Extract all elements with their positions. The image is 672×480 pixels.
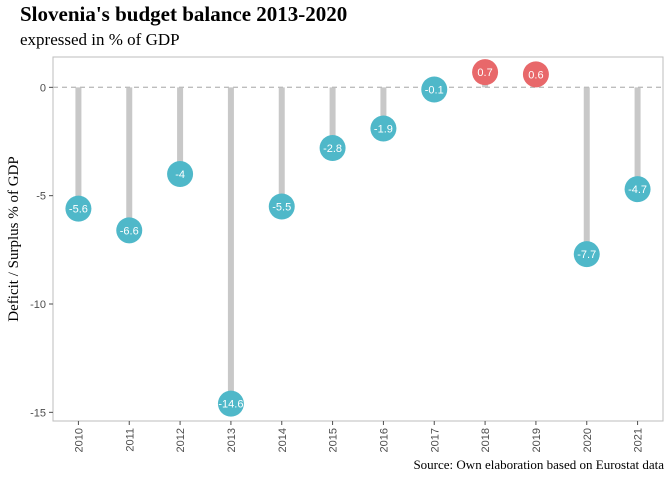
point-2019: [522, 61, 549, 88]
x-tick-label-2021: 2021: [633, 428, 645, 452]
y-axis-ticks: 0 -5 -10 -15: [30, 82, 53, 419]
point-label-2016: -1.9: [374, 124, 393, 136]
y-tick-label: -10: [30, 299, 46, 311]
points-layer: -5.6 -6.6 -4 -14.6 -5.5 -2.8 -1.9 -0.1 0.7 0.6 -7.…: [65, 59, 651, 417]
y-tick-label: -15: [30, 407, 46, 419]
y-axis-title: Deficit / Surplus % of GDP: [6, 156, 22, 321]
x-tick-label-2020: 2020: [582, 428, 594, 452]
x-tick-label-2012: 2012: [175, 428, 187, 452]
x-tick-label-2010: 2010: [73, 428, 85, 452]
point-2017: [421, 76, 448, 103]
point-label-2012: -4: [175, 169, 185, 181]
x-tick-label-2014: 2014: [277, 428, 289, 452]
x-tick-label-2011: 2011: [124, 428, 136, 452]
point-label-2018: 0.7: [477, 67, 492, 79]
point-2021: [624, 176, 651, 203]
stems-layer: [75, 72, 641, 404]
point-label-2019: 0.6: [528, 69, 543, 81]
chart-title: Slovenia's budget balance 2013-2020: [20, 2, 348, 26]
point-2015: [319, 135, 346, 161]
point-label-2017: -0.1: [425, 85, 444, 97]
x-tick-label-2016: 2016: [378, 428, 390, 452]
point-label-2013: -14.6: [218, 399, 243, 411]
point-2013: [217, 390, 244, 417]
point-label-2020: -7.7: [577, 249, 596, 261]
point-label-2015: -2.8: [323, 143, 342, 155]
chart-subtitle: expressed in % of GDP: [20, 30, 180, 49]
x-tick-label-2019: 2019: [531, 428, 543, 452]
x-tick-label-2018: 2018: [480, 428, 492, 452]
x-tick-label-2013: 2013: [226, 428, 238, 452]
point-2012: [167, 161, 194, 187]
point-label-2010: -5.6: [69, 204, 88, 216]
x-tick-label-2017: 2017: [429, 428, 441, 452]
point-label-2021: -4.7: [628, 184, 647, 196]
plot-panel: [52, 56, 664, 422]
x-axis-ticks: 2010 2011 2012 2013 2014 2015 2016 2017 2018 2019…: [73, 421, 645, 452]
point-2010: [65, 195, 92, 222]
point-2018: [472, 59, 499, 86]
point-2011: [116, 217, 143, 244]
x-tick-label-2015: 2015: [328, 428, 340, 452]
point-label-2011: -6.6: [120, 225, 139, 237]
point-2020: [573, 241, 600, 268]
chart-caption: Source: Own elaboration based on Eurosta…: [413, 457, 664, 472]
point-2014: [268, 193, 295, 220]
point-2016: [370, 115, 397, 142]
y-tick-label: 0: [40, 82, 46, 94]
point-label-2014: -5.5: [272, 202, 291, 214]
y-tick-label: -5: [36, 191, 46, 203]
